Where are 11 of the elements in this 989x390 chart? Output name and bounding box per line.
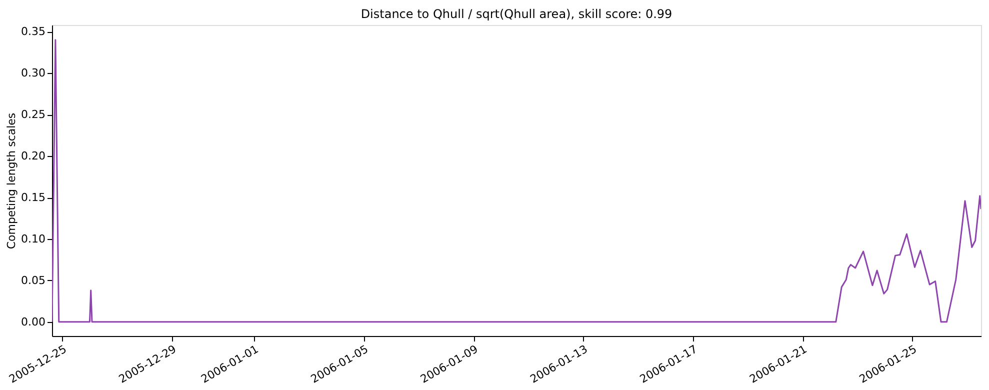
y-tick-label: 0.15 [21,191,46,204]
y-tick-label: 0.05 [21,274,46,287]
chart-title: Distance to Qhull / sqrt(Qhull area), skill score: 0.99 [360,7,672,21]
y-tick-label: 0.20 [21,150,46,163]
y-tick-label: 0.00 [21,315,46,328]
y-tick-label: 0.35 [21,25,46,38]
line-series [52,39,981,323]
y-tick-label: 0.25 [21,108,46,122]
y-tick-label: 0.10 [21,232,46,246]
y-axis-title: Competing length scales [5,112,18,250]
y-tick-label: 0.30 [21,66,46,80]
